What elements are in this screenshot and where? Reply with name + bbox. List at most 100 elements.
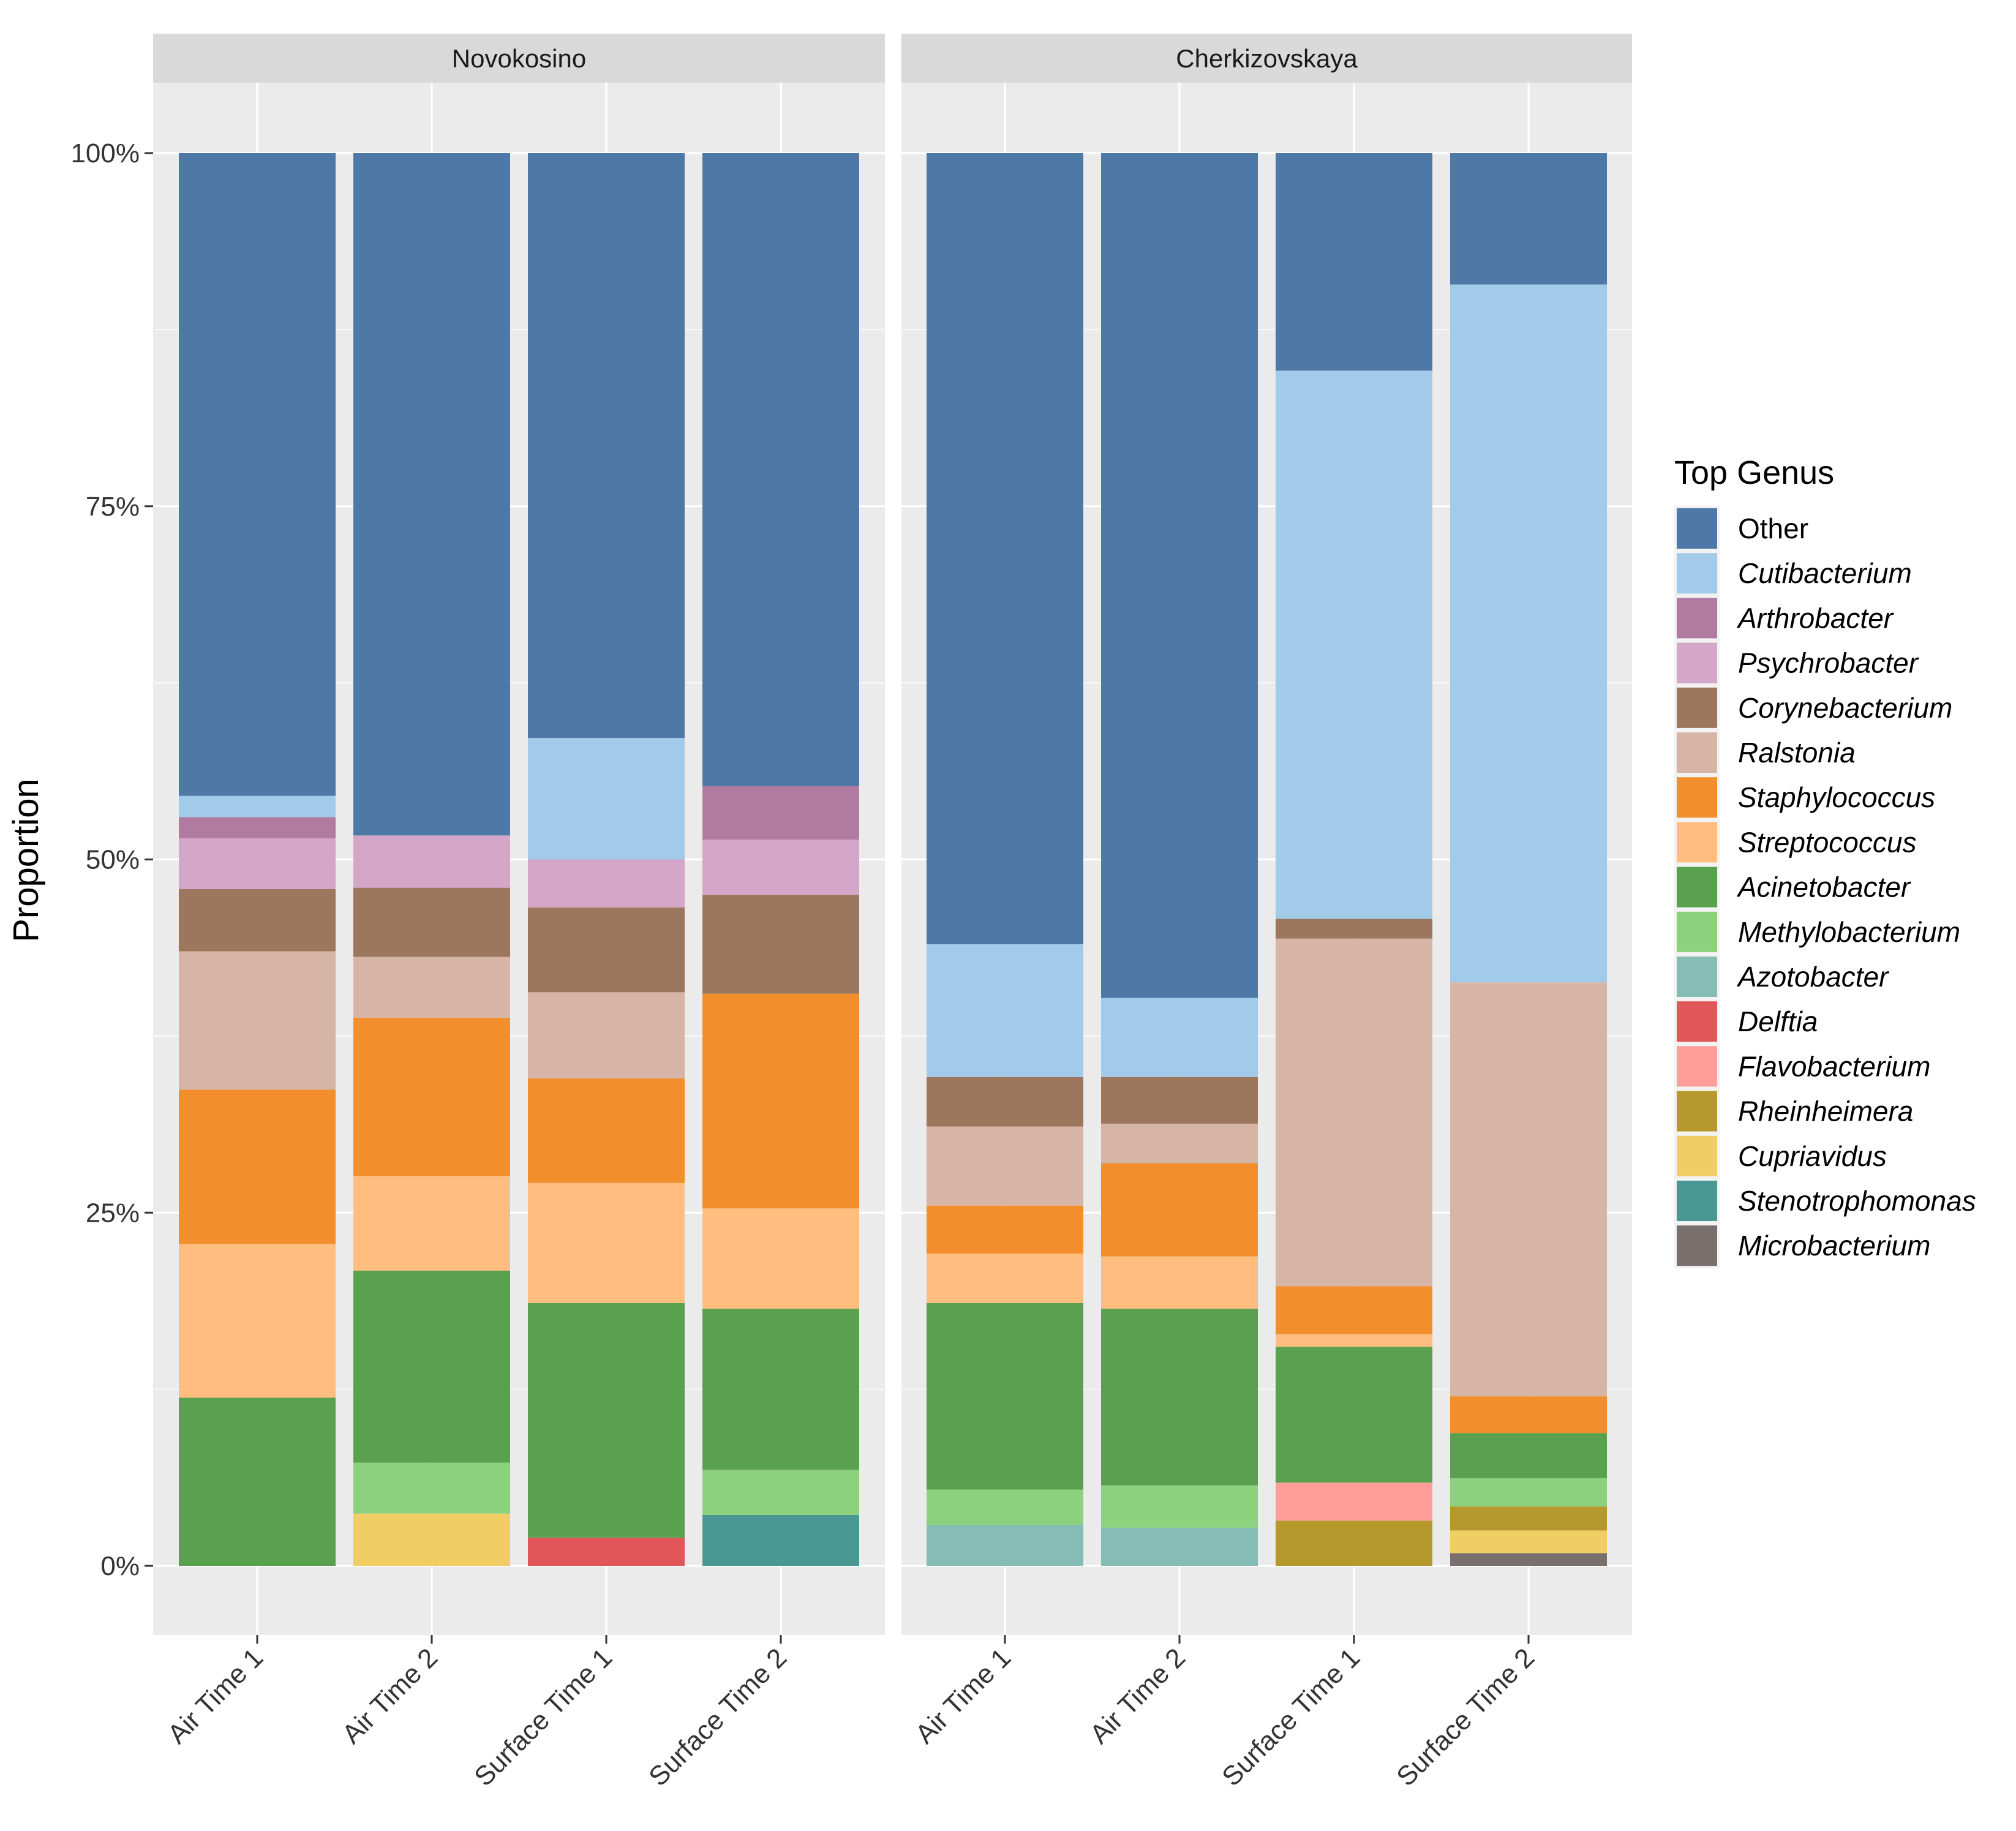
x-tick-label: Surface Time 2 (643, 1642, 792, 1792)
legend-swatch (1677, 732, 1717, 773)
bar-segment-other (1101, 153, 1258, 998)
bar-segment-other (528, 153, 685, 739)
legend-swatch (1677, 1225, 1717, 1266)
legend-label: Psychrobacter (1738, 647, 1919, 679)
legend-label: Cutibacterium (1738, 557, 1912, 589)
bar-segment-corynebacterium (528, 907, 685, 993)
bar-segment-psychrobacter (528, 859, 685, 908)
bar-segment-acinetobacter (927, 1303, 1083, 1490)
bar-segment-staphylococcus (927, 1205, 1083, 1254)
bar-segment-streptococcus (702, 1208, 859, 1309)
bar-segment-methylobacterium (353, 1462, 510, 1514)
bar-air-time-1 (179, 153, 336, 1566)
legend-item-acinetobacter: Acinetobacter (1674, 864, 1911, 910)
bar-segment-streptococcus (927, 1254, 1083, 1303)
legend: Top Genus Other Cutibacterium Arthrobacter… (1674, 454, 1976, 1269)
x-tick-label: Air Time 1 (162, 1642, 269, 1750)
bar-segment-methylobacterium (1101, 1485, 1258, 1528)
legend-swatch (1677, 1046, 1717, 1087)
bar-segment-other (1276, 153, 1432, 371)
bar-segment-streptococcus (1276, 1334, 1432, 1347)
bar-segment-staphylococcus (1450, 1396, 1607, 1434)
bar-segment-ralstonia (1101, 1123, 1258, 1164)
legend-item-cutibacterium: Cutibacterium (1674, 551, 1912, 596)
bar-air-time-1 (927, 153, 1083, 1566)
bar-segment-staphylococcus (702, 993, 859, 1209)
legend-label: Other (1738, 513, 1808, 544)
bar-segment-ralstonia (179, 951, 336, 1090)
legend-item-ralstonia: Ralstonia (1674, 730, 1856, 775)
y-tick-label: 100% (70, 138, 140, 168)
bar-segment-ralstonia (1450, 982, 1607, 1397)
legend-label: Corynebacterium (1738, 692, 1952, 724)
bar-segment-cutibacterium (1450, 284, 1607, 983)
bar-segment-psychrobacter (702, 840, 859, 895)
bar-surface-time-2 (1450, 153, 1607, 1566)
facet-strip (153, 34, 885, 83)
bar-segment-acinetobacter (1276, 1347, 1432, 1483)
bar-air-time-2 (1101, 153, 1258, 1566)
legend-item-methylobacterium: Methylobacterium (1674, 909, 1960, 955)
bar-surface-time-2 (702, 153, 859, 1566)
legend-item-psychrobacter: Psychrobacter (1674, 640, 1919, 686)
legend-label: Azotobacter (1736, 961, 1889, 993)
bar-segment-arthrobacter (179, 817, 336, 838)
bar-segment-acinetobacter (179, 1397, 336, 1566)
legend-label: Streptococcus (1738, 826, 1916, 858)
legend-item-microbacterium: Microbacterium (1674, 1223, 1930, 1269)
bar-segment-psychrobacter (179, 838, 336, 889)
facet-title: Cherkizovskaya (1176, 44, 1358, 73)
legend-swatch (1677, 1001, 1717, 1042)
legend-item-rheinheimera: Rheinheimera (1674, 1088, 1913, 1134)
bar-segment-corynebacterium (1276, 919, 1432, 939)
legend-item-azotobacter: Azotobacter (1674, 954, 1889, 999)
bar-segment-azotobacter (927, 1525, 1083, 1566)
bar-segment-other (702, 153, 859, 786)
bar-segment-staphylococcus (1276, 1286, 1432, 1334)
bar-segment-corynebacterium (1101, 1077, 1258, 1124)
bar-segment-ralstonia (1276, 938, 1432, 1287)
bar-segment-staphylococcus (528, 1078, 685, 1183)
bar-segment-streptococcus (1101, 1256, 1258, 1309)
bar-segment-methylobacterium (927, 1489, 1083, 1525)
legend-item-stenotrophomonas: Stenotrophomonas (1674, 1178, 1976, 1224)
bar-segment-cutibacterium (1276, 370, 1432, 919)
x-tick-label: Air Time 2 (336, 1642, 443, 1750)
bar-segment-rheinheimera (1276, 1521, 1432, 1566)
x-tick-label: Surface Time 2 (1391, 1642, 1540, 1792)
bar-segment-methylobacterium (1450, 1478, 1607, 1507)
y-tick-label: 25% (86, 1198, 140, 1228)
legend-label: Staphylococcus (1738, 781, 1935, 813)
legend-item-flavobacterium: Flavobacterium (1674, 1043, 1930, 1089)
bar-segment-staphylococcus (179, 1089, 336, 1244)
legend-label: Methylobacterium (1738, 916, 1960, 948)
bar-segment-streptococcus (179, 1244, 336, 1398)
y-tick-label: 0% (100, 1551, 140, 1581)
bar-segment-cupriavidus (1450, 1530, 1607, 1554)
x-tick-label: Air Time 1 (909, 1642, 1017, 1750)
legend-label: Acinetobacter (1736, 871, 1911, 903)
bar-segment-microbacterium (1450, 1553, 1607, 1566)
bar-segment-acinetobacter (702, 1309, 859, 1470)
bar-segment-cutibacterium (1101, 998, 1258, 1077)
bar-segment-cupriavidus (353, 1513, 510, 1566)
bar-segment-stenotrophomonas (702, 1514, 859, 1566)
legend-swatch (1677, 1091, 1717, 1132)
bar-segment-staphylococcus (353, 1017, 510, 1176)
legend-item-arthrobacter: Arthrobacter (1674, 595, 1894, 641)
bar-segment-ralstonia (927, 1126, 1083, 1206)
legend-label: Delftia (1738, 1006, 1818, 1037)
legend-item-streptococcus: Streptococcus (1674, 819, 1916, 865)
bar-segment-cutibacterium (528, 738, 685, 860)
bar-segment-methylobacterium (702, 1470, 859, 1515)
bar-segment-cutibacterium (927, 944, 1083, 1077)
x-tick-label: Surface Time 1 (468, 1642, 618, 1792)
y-axis-label: Proportion (6, 778, 46, 942)
bar-segment-other (353, 153, 510, 836)
legend-label: Stenotrophomonas (1738, 1185, 1976, 1217)
legend-swatch (1677, 553, 1717, 594)
legend-label: Rheinheimera (1738, 1096, 1913, 1127)
legend-label: Arthrobacter (1736, 602, 1894, 634)
